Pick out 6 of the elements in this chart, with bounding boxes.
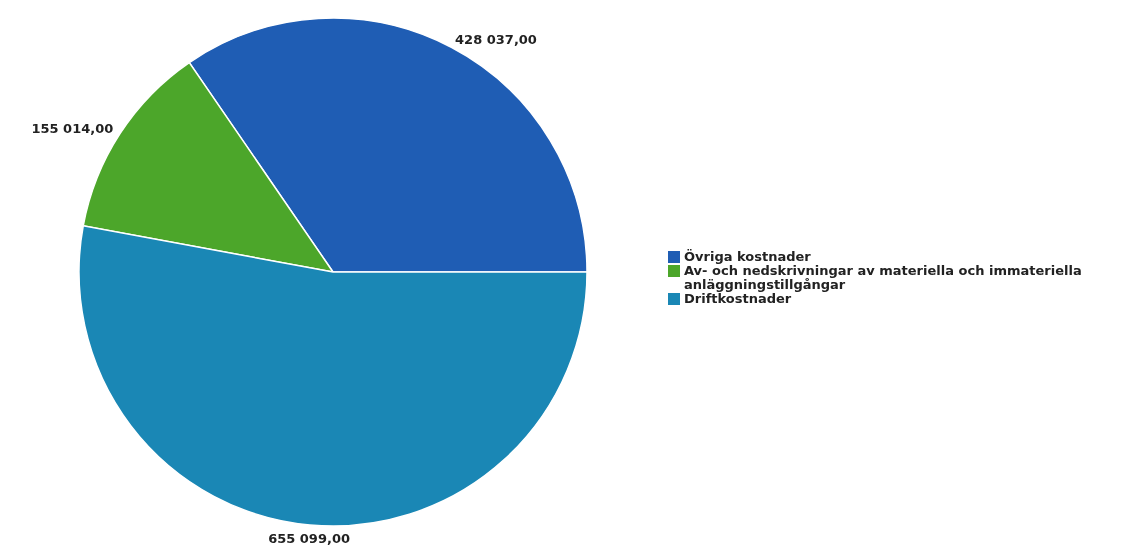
legend-label: Driftkostnader xyxy=(684,291,792,306)
data-label: 655 099,00 xyxy=(268,530,350,546)
legend-label: Övriga kostnader xyxy=(684,249,811,264)
data-label: 155 014,00 xyxy=(31,121,114,137)
legend-label: Av- och nedskrivningar av materiella och immateriella anläggningstillgångar xyxy=(684,263,1083,292)
data-label: 428 037,00 xyxy=(455,32,537,48)
